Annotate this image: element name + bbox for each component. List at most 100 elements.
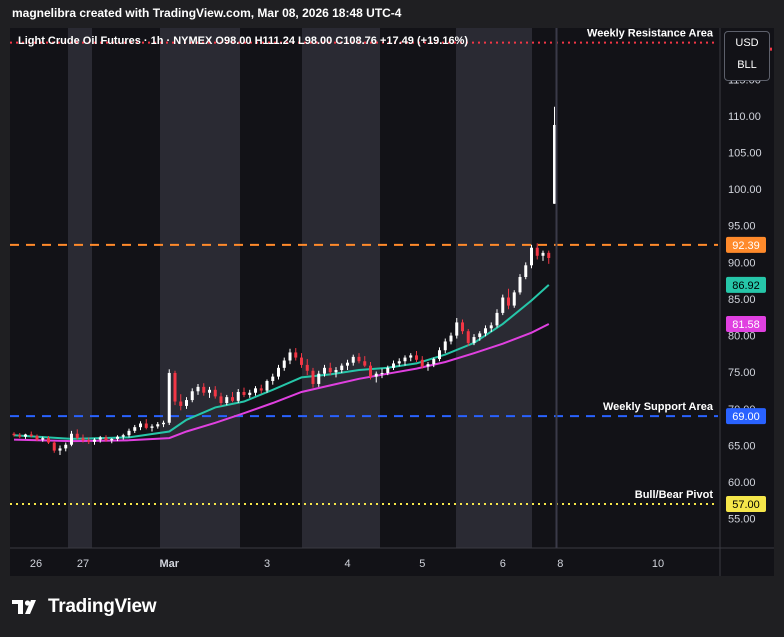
- tradingview-logo-icon: [12, 600, 36, 614]
- time-tick-label: 3: [264, 558, 270, 570]
- horizontal-level-label: Weekly Resistance Area: [587, 28, 714, 40]
- price-tag-label: 57.00: [732, 499, 760, 511]
- price-tick-label: 85.00: [728, 294, 756, 306]
- candle-body: [369, 365, 372, 377]
- price-tag-label: 92.39: [732, 240, 760, 252]
- candle-body: [277, 367, 280, 377]
- candle-body: [121, 435, 125, 437]
- price-chart[interactable]: 115.00110.00105.00100.0095.0090.0085.008…: [10, 28, 774, 576]
- candle-body: [144, 423, 148, 428]
- candle-body: [386, 367, 390, 373]
- session-band: [302, 28, 380, 548]
- candle-body: [190, 391, 194, 401]
- candle-body: [265, 381, 269, 391]
- candle-body: [231, 397, 234, 401]
- candle-body: [449, 335, 453, 342]
- candle-body: [334, 370, 338, 373]
- candle-body: [259, 388, 263, 391]
- candle-body: [512, 292, 516, 306]
- candle-body: [340, 365, 344, 371]
- candle-body: [311, 370, 315, 384]
- candle-body: [225, 397, 229, 403]
- time-tick-label: Mar: [159, 558, 179, 570]
- ohlc-high: H111.24: [254, 35, 295, 47]
- price-tag-box: [726, 408, 766, 425]
- candle-body: [41, 438, 45, 440]
- candle-body: [466, 331, 470, 343]
- candle-body: [397, 361, 401, 364]
- symbol-legend: Light Crude Oil Futures · 1h · NYMEX O98…: [18, 35, 468, 47]
- candle-body: [432, 359, 436, 365]
- candle-body: [409, 355, 413, 358]
- price-tag-box: [726, 236, 766, 253]
- price-tick-label: 105.00: [728, 148, 762, 160]
- indicator-tag-box: [726, 316, 766, 333]
- candle-body: [541, 252, 545, 256]
- candle-body: [518, 277, 522, 293]
- price-tick-label: 60.00: [728, 477, 756, 489]
- candle-body: [438, 350, 441, 360]
- candle-body: [196, 386, 200, 392]
- tradingview-wordmark: TradingView: [48, 596, 157, 617]
- candle-body: [75, 433, 79, 439]
- candle-body: [346, 362, 349, 366]
- candle-body: [248, 392, 252, 395]
- candle-body: [127, 430, 131, 436]
- candle-body: [35, 435, 39, 440]
- candle-body: [104, 437, 108, 441]
- time-tick-label: 5: [419, 558, 425, 570]
- candle-body: [47, 438, 50, 443]
- chart-caption: magnelibra created with TradingView.com,…: [12, 6, 402, 20]
- candle-body: [328, 367, 332, 373]
- ema-slow-line: [13, 323, 550, 443]
- price-tick-label: 100.00: [728, 184, 762, 196]
- candle-body: [179, 401, 183, 406]
- price-tick-label: 95.00: [728, 221, 756, 233]
- ema-fast-line: [13, 284, 550, 440]
- candle-body: [150, 426, 154, 428]
- price-tick-label: 80.00: [728, 331, 756, 343]
- candle-body: [133, 427, 137, 431]
- candle-body: [547, 252, 551, 258]
- candle-body: [472, 337, 476, 343]
- session-band: [68, 28, 92, 548]
- time-tick-label: 8: [557, 558, 563, 570]
- candle-body: [443, 341, 447, 351]
- candle-body: [64, 444, 68, 449]
- candle-body: [524, 265, 528, 278]
- candle-body: [208, 389, 211, 393]
- price-tick-label: 65.00: [728, 440, 756, 452]
- indicator-tag-box: [726, 276, 766, 293]
- candle-body: [294, 352, 298, 358]
- price-tag-label: 69.00: [732, 411, 760, 423]
- candle-body: [530, 247, 533, 266]
- candle-body: [242, 392, 246, 395]
- horizontal-level-label: Weekly Support Area: [603, 401, 714, 413]
- time-tick-label: 6: [500, 558, 506, 570]
- currency-unit-selector[interactable]: USD BLL: [724, 31, 770, 81]
- candle-body: [478, 333, 482, 338]
- candle-body: [271, 376, 275, 382]
- candle-body: [363, 361, 367, 366]
- candle-body: [300, 357, 303, 365]
- currency-label: USD: [735, 37, 759, 49]
- chart-panel[interactable]: 115.00110.00105.00100.0095.0090.0085.008…: [10, 28, 774, 576]
- candle-body: [219, 396, 223, 403]
- tradingview-branding: TradingView: [12, 596, 157, 618]
- candle-body: [167, 372, 171, 423]
- candle-body: [415, 355, 418, 360]
- candle-body: [98, 437, 102, 440]
- candle-body: [202, 386, 206, 393]
- candle-body: [305, 364, 309, 371]
- session-band: [160, 28, 240, 548]
- candle-body: [52, 442, 56, 451]
- ohlc-open: O98.00: [215, 35, 252, 47]
- indicator-tag-label: 86.92: [732, 280, 760, 292]
- horizontal-level-label: Bull/Bear Pivot: [635, 489, 714, 501]
- candle-body: [81, 438, 85, 441]
- time-tick-label: 4: [344, 558, 350, 570]
- indicator-tag-label: 81.58: [732, 319, 760, 331]
- candle-body: [29, 434, 33, 436]
- price-change: +17.49 (+19.16%): [379, 35, 469, 47]
- unit-label: BLL: [737, 59, 757, 71]
